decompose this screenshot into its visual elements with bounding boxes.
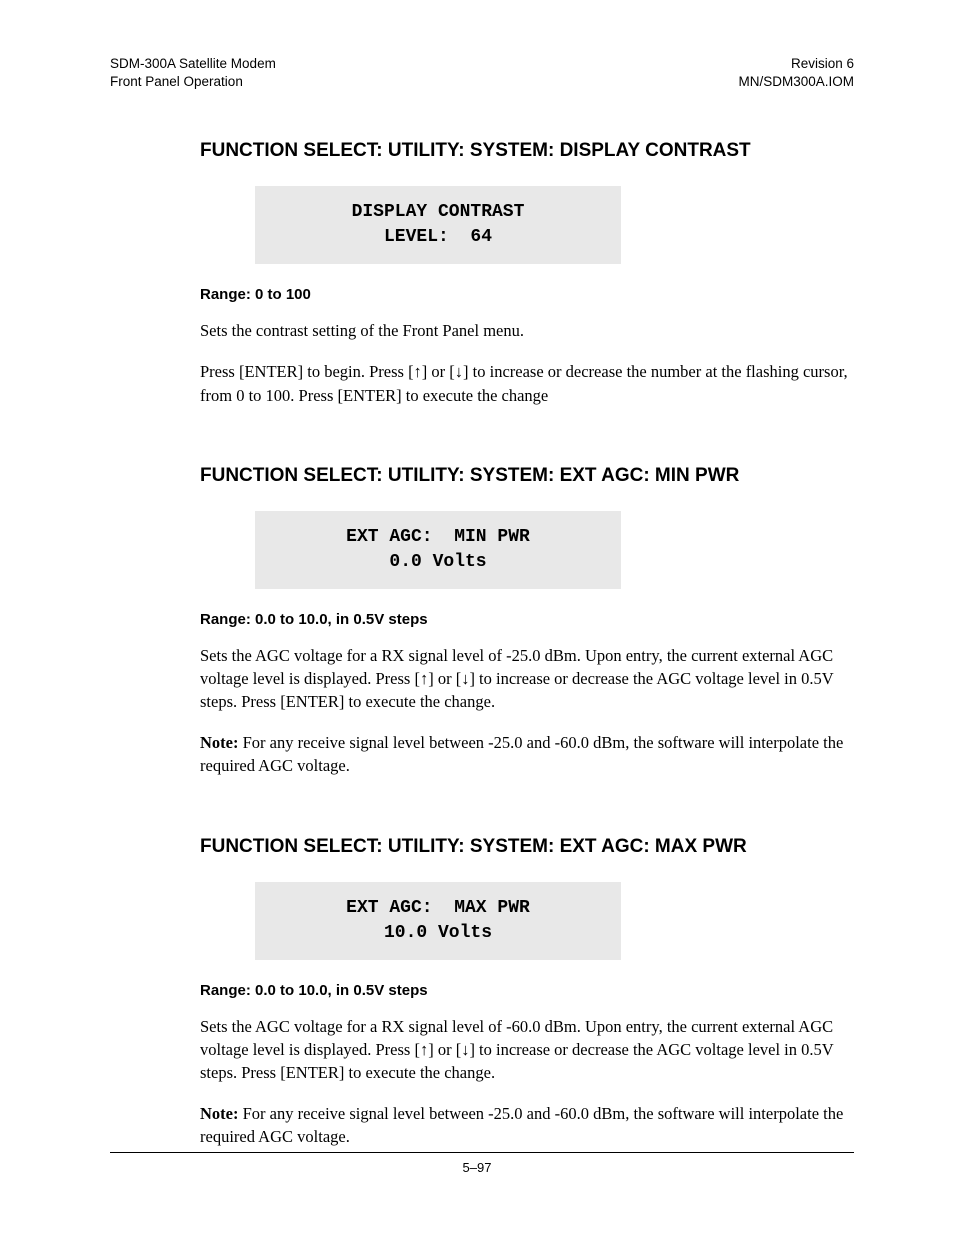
note-text: For any receive signal level between -25… [200,733,843,775]
footer-rule [110,1152,854,1153]
lcd-line: 0.0 Volts [389,552,486,572]
lcd-line: LEVEL: 64 [384,227,492,247]
lcd-line: DISPLAY CONTRAST [352,202,525,222]
lcd-line: 10.0 Volts [384,923,492,943]
lcd-line: EXT AGC: MIN PWR [346,527,530,547]
lcd-display-contrast: DISPLAY CONTRAST LEVEL: 64 [255,186,621,264]
header-left-line2: Front Panel Operation [110,74,243,89]
page-number: 5–97 [0,1160,954,1175]
content-area: FUNCTION SELECT: UTILITY: SYSTEM: DISPLA… [200,140,860,1166]
range-label: Range: 0.0 to 10.0, in 0.5V steps [200,611,860,628]
section-heading-ext-agc-max: FUNCTION SELECT: UTILITY: SYSTEM: EXT AG… [200,836,860,858]
note-paragraph: Note: For any receive signal level betwe… [200,1102,860,1148]
page-header: SDM-300A Satellite Modem Front Panel Ope… [110,55,854,90]
lcd-ext-agc-min: EXT AGC: MIN PWR 0.0 Volts [255,511,621,589]
range-label: Range: 0.0 to 10.0, in 0.5V steps [200,982,860,999]
body-text: Press [ENTER] to begin. Press [↑] or [↓]… [200,360,860,406]
body-text: Sets the AGC voltage for a RX signal lev… [200,1015,860,1084]
lcd-ext-agc-max: EXT AGC: MAX PWR 10.0 Volts [255,882,621,960]
note-label: Note: [200,1104,238,1123]
document-page: SDM-300A Satellite Modem Front Panel Ope… [0,0,954,1235]
section-heading-display-contrast: FUNCTION SELECT: UTILITY: SYSTEM: DISPLA… [200,140,860,162]
header-left-line1: SDM-300A Satellite Modem [110,56,276,71]
body-text: Sets the contrast setting of the Front P… [200,319,860,342]
note-paragraph: Note: For any receive signal level betwe… [200,731,860,777]
body-text: Sets the AGC voltage for a RX signal lev… [200,644,860,713]
range-label: Range: 0 to 100 [200,286,860,303]
header-right-line2: MN/SDM300A.IOM [738,74,854,89]
note-label: Note: [200,733,238,752]
lcd-line: EXT AGC: MAX PWR [346,898,530,918]
section-heading-ext-agc-min: FUNCTION SELECT: UTILITY: SYSTEM: EXT AG… [200,465,860,487]
header-right-line1: Revision 6 [791,56,854,71]
note-text: For any receive signal level between -25… [200,1104,843,1146]
